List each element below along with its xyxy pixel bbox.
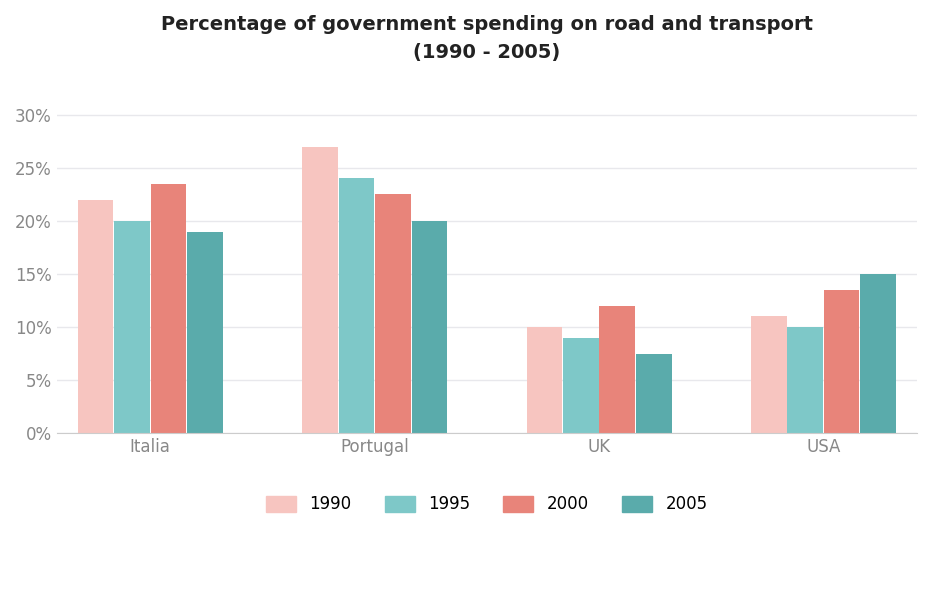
Bar bbox=[375, 195, 411, 433]
Bar bbox=[599, 306, 635, 433]
Bar bbox=[824, 290, 859, 433]
Bar bbox=[860, 274, 896, 433]
Bar bbox=[114, 221, 150, 433]
Legend: 1990, 1995, 2000, 2005: 1990, 1995, 2000, 2005 bbox=[257, 487, 716, 522]
Bar bbox=[302, 147, 337, 433]
Title: Percentage of government spending on road and transport
(1990 - 2005): Percentage of government spending on roa… bbox=[161, 15, 813, 62]
Bar bbox=[527, 327, 562, 433]
Bar bbox=[151, 184, 186, 433]
Bar bbox=[751, 316, 787, 433]
Bar bbox=[77, 199, 113, 433]
Bar bbox=[563, 338, 598, 433]
Bar bbox=[187, 232, 223, 433]
Bar bbox=[636, 353, 672, 433]
Bar bbox=[788, 327, 823, 433]
Bar bbox=[338, 179, 374, 433]
Bar bbox=[412, 221, 447, 433]
